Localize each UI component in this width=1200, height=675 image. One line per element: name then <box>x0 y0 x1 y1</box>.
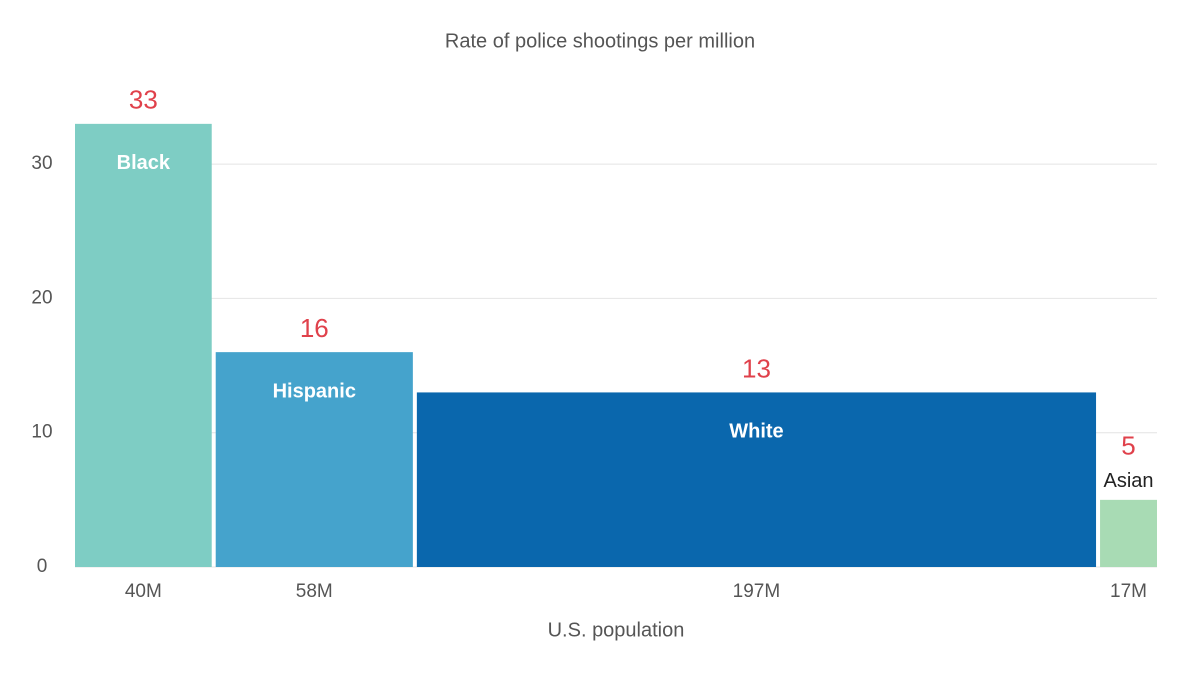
category-label: White <box>729 421 783 443</box>
category-label: Asian <box>1104 470 1154 492</box>
x-tick-label: 17M <box>1110 581 1147 602</box>
bar <box>215 352 413 567</box>
y-tick-label: 30 <box>31 153 52 174</box>
x-tick-label: 197M <box>733 581 781 602</box>
x-tick-label: 58M <box>296 581 333 602</box>
value-label: 13 <box>742 353 771 383</box>
value-label: 33 <box>129 85 158 115</box>
chart-title: Rate of police shootings per million <box>445 30 755 52</box>
y-tick-label: 0 <box>37 556 48 577</box>
bar <box>1100 499 1157 567</box>
value-label: 16 <box>300 313 329 343</box>
y-tick-label: 20 <box>31 287 52 308</box>
category-label: Hispanic <box>273 380 356 402</box>
x-axis-label: U.S. population <box>548 619 685 641</box>
bar <box>416 392 1097 567</box>
category-label: Black <box>117 152 171 174</box>
bar <box>75 123 212 567</box>
y-tick-label: 10 <box>31 422 52 443</box>
value-label: 5 <box>1121 431 1135 461</box>
x-tick-label: 40M <box>125 581 162 602</box>
